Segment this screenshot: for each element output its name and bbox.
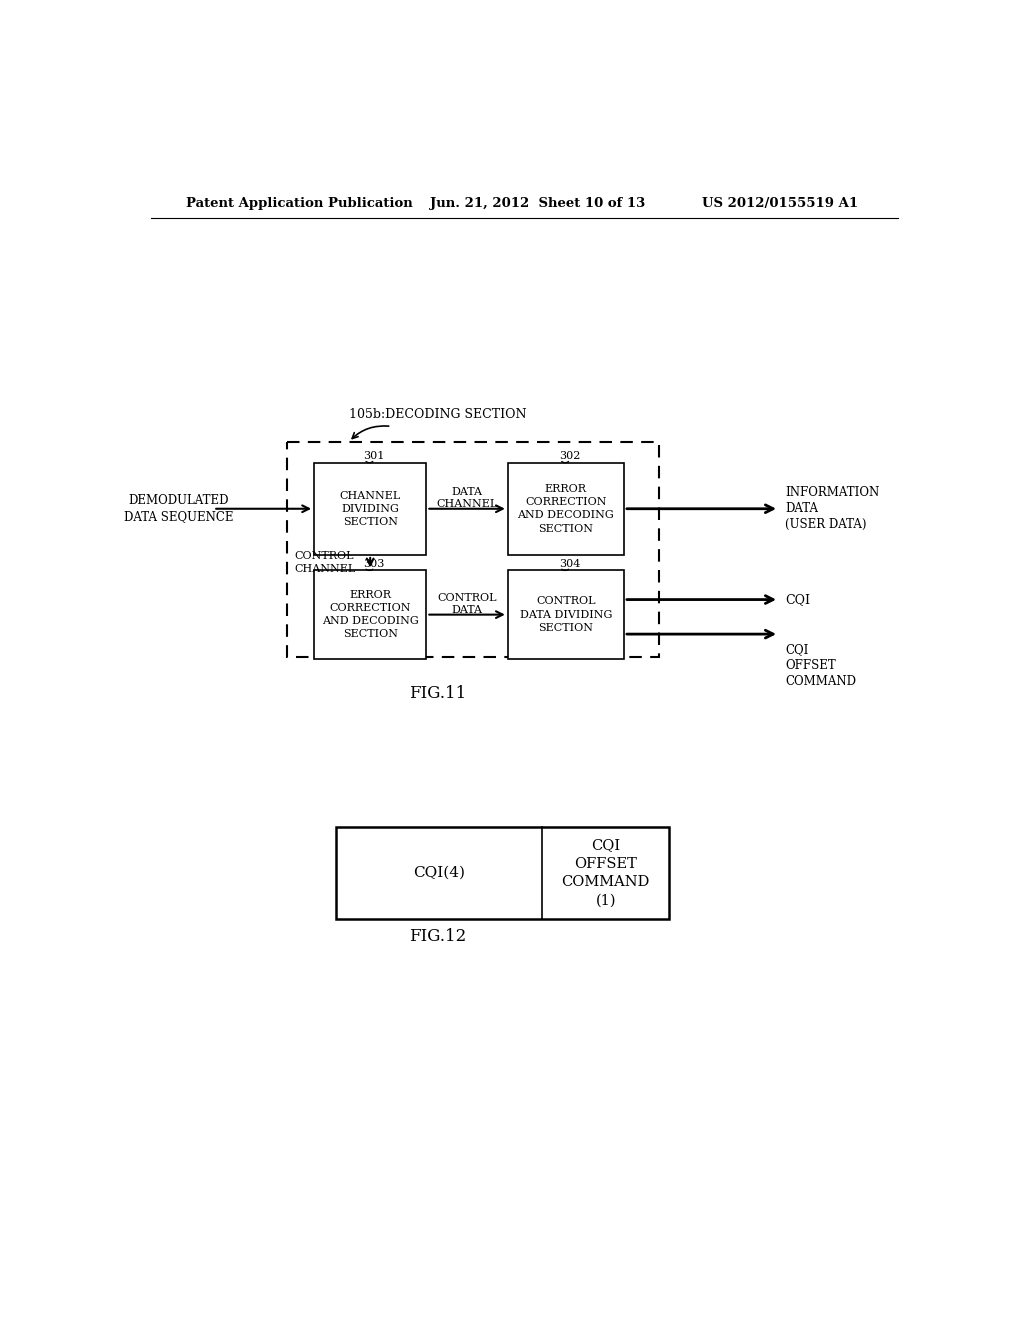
Text: CONTROL
DATA: CONTROL DATA: [437, 593, 497, 615]
Bar: [508, 570, 624, 659]
Text: CQI: CQI: [785, 593, 810, 606]
Text: 304: 304: [559, 560, 581, 569]
Text: Patent Application Publication: Patent Application Publication: [186, 197, 413, 210]
Text: US 2012/0155519 A1: US 2012/0155519 A1: [701, 197, 858, 210]
Text: CQI(4): CQI(4): [413, 866, 465, 880]
Text: 302: 302: [559, 451, 581, 462]
Text: FIG.11: FIG.11: [410, 685, 467, 702]
Text: ERROR
CORRECTION
AND DECODING
SECTION: ERROR CORRECTION AND DECODING SECTION: [322, 590, 419, 639]
Text: CONTROL
DATA DIVIDING
SECTION: CONTROL DATA DIVIDING SECTION: [520, 597, 612, 632]
Text: CQI
OFFSET
COMMAND: CQI OFFSET COMMAND: [785, 643, 856, 688]
Text: FIG.12: FIG.12: [410, 928, 467, 945]
Bar: [508, 462, 624, 554]
Text: 303: 303: [364, 560, 385, 569]
Text: DATA
CHANNEL: DATA CHANNEL: [436, 487, 498, 508]
Text: 105b:DECODING SECTION: 105b:DECODING SECTION: [349, 408, 526, 421]
Bar: [314, 570, 426, 659]
Text: INFORMATION
DATA
(USER DATA): INFORMATION DATA (USER DATA): [785, 486, 880, 531]
Bar: [314, 462, 426, 554]
Text: ERROR
CORRECTION
AND DECODING
SECTION: ERROR CORRECTION AND DECODING SECTION: [517, 484, 614, 533]
Text: CONTROL
CHANNEL: CONTROL CHANNEL: [295, 552, 356, 574]
Text: CHANNEL
DIVIDING
SECTION: CHANNEL DIVIDING SECTION: [340, 491, 400, 527]
Text: 301: 301: [364, 451, 385, 462]
Text: DEMODULATED
DATA SEQUENCE: DEMODULATED DATA SEQUENCE: [124, 494, 233, 523]
Text: CQI
OFFSET
COMMAND
(1): CQI OFFSET COMMAND (1): [561, 838, 650, 908]
Text: Jun. 21, 2012  Sheet 10 of 13: Jun. 21, 2012 Sheet 10 of 13: [430, 197, 645, 210]
Bar: [287, 442, 658, 657]
Bar: [336, 826, 669, 919]
